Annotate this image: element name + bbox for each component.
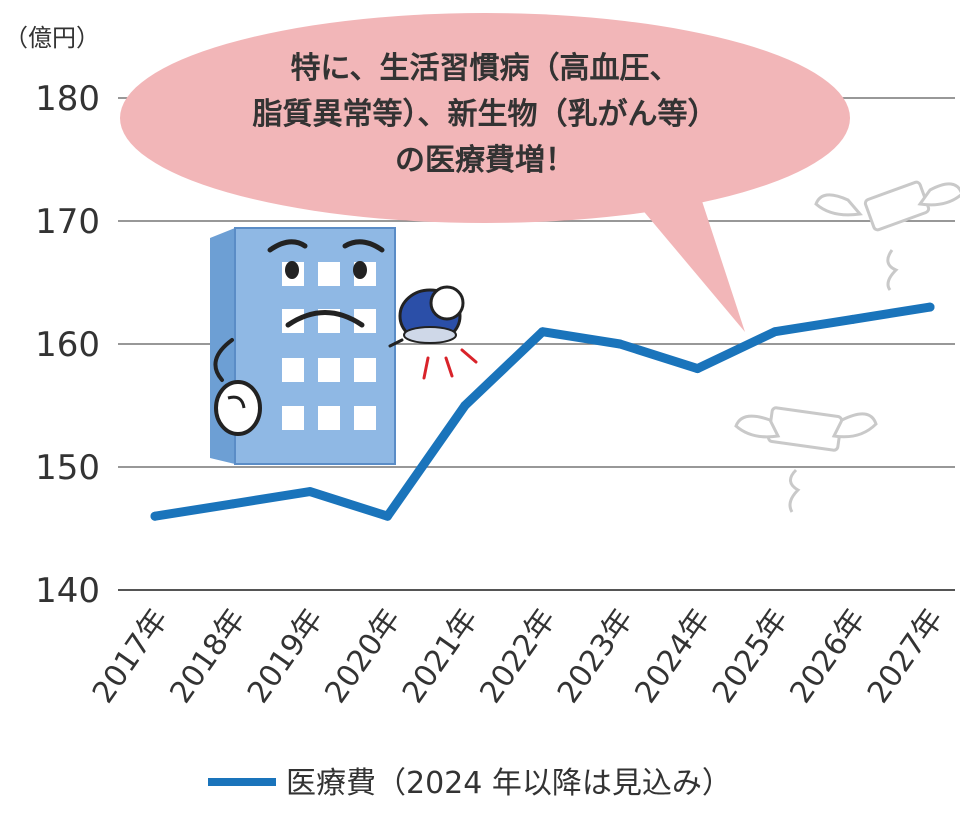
data-point [538,327,547,337]
legend-label: 医療費（2024 年以降は見込み） [286,766,732,801]
y-tick-label: 150 [35,448,100,488]
x-tick-label: 2018年 [163,603,253,710]
x-axis-ticks: 2017年2018年2019年2020年2021年2022年2023年2024年… [86,603,951,710]
flying-money-illustration [734,180,960,513]
x-tick-label: 2027年 [861,603,951,710]
y-axis-unit-label: （億円） [4,24,100,52]
data-point [848,314,857,324]
y-tick-label: 180 [35,79,100,119]
data-point [150,511,160,521]
y-tick-label: 160 [35,325,100,365]
building-character-illustration [210,227,478,465]
data-points [150,302,935,521]
x-tick-label: 2017年 [86,603,176,710]
y-axis-ticks: 140 150 160 170 180 [35,79,100,611]
x-tick-label: 2025年 [706,603,796,710]
data-point [925,302,935,312]
x-tick-label: 2026年 [783,603,873,710]
callout-line-1: 特に、生活習慣病（高血圧、 [290,51,679,86]
callout-line-2: 脂質異常等）、新生物（乳がん等） [253,97,718,132]
x-tick-label: 2019年 [241,603,331,710]
x-tick-label: 2021年 [396,603,486,710]
data-point [305,487,315,497]
callout-bubble: 特に、生活習慣病（高血圧、 脂質異常等）、新生物（乳がん等） の医療費増！ [120,13,850,332]
y-tick-label: 140 [35,571,100,611]
x-tick-label: 2023年 [551,603,641,710]
data-point [693,364,702,374]
data-point [383,511,392,521]
data-point [770,327,780,337]
data-point [228,499,237,509]
callout-line-3: の医療費増！ [395,143,575,178]
data-point [615,339,625,349]
x-tick-label: 2022年 [473,603,563,710]
x-tick-label: 2024年 [628,603,718,710]
y-tick-label: 170 [35,202,100,242]
data-point [460,401,470,410]
x-tick-label: 2020年 [318,603,408,710]
legend: 医療費（2024 年以降は見込み） [208,766,732,801]
